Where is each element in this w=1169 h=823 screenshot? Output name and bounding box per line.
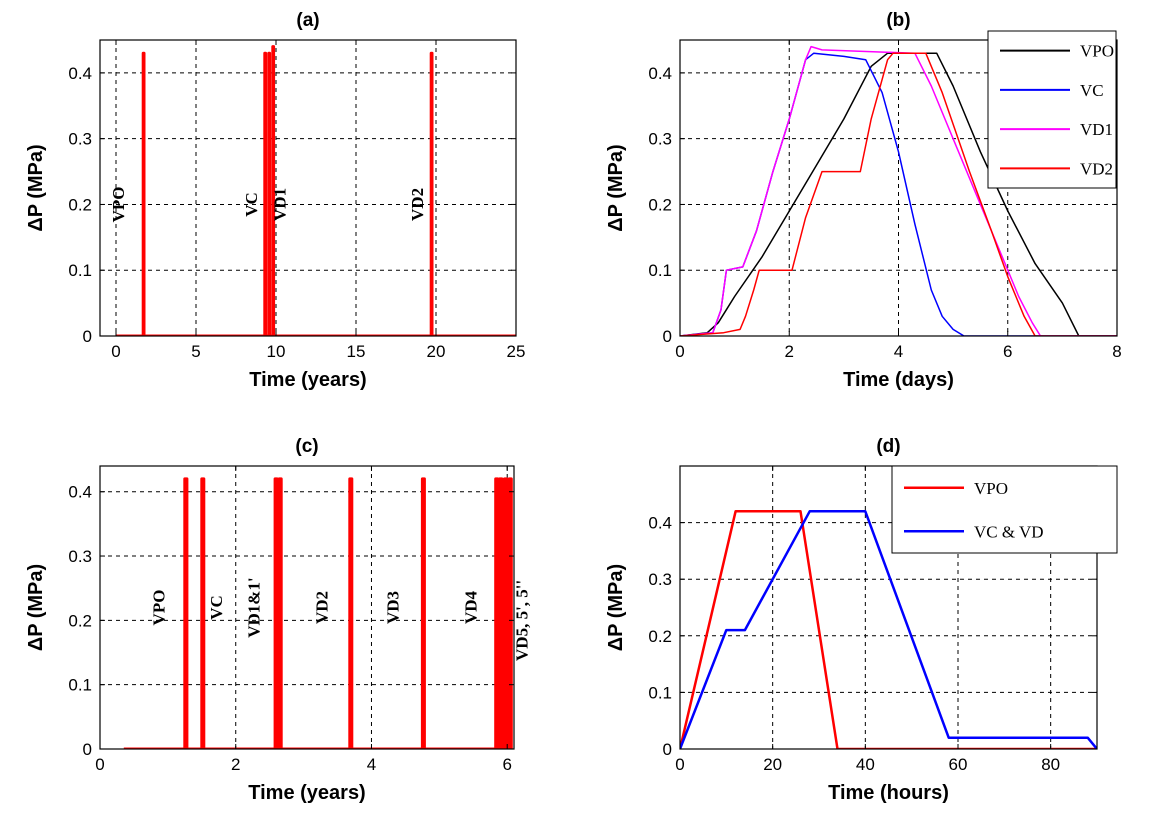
y-axis-label: ΔP (MPa): [25, 144, 47, 231]
x-tick-label: 8: [1112, 342, 1121, 361]
legend: VPO VC & VD: [891, 465, 1118, 554]
x-tick-label: 40: [856, 755, 875, 774]
y-tick-label: 0.2: [68, 195, 92, 214]
y-tick-label: 0.1: [68, 261, 92, 280]
axes-frame: [99, 465, 515, 750]
legend-label: VPO: [974, 479, 1008, 498]
legend-label: VPO: [1080, 42, 1114, 61]
x-tick-label: 20: [763, 755, 782, 774]
series-line-0: [123, 477, 513, 749]
y-tick-label: 0.2: [648, 195, 672, 214]
series-line-vpo: [680, 52, 1117, 336]
x-tick-label: 60: [949, 755, 968, 774]
panel-b: 0 2 4 6 8 0 0.1 0.2 0.3 0.4 (b) Time (days) ΔP (MPa)…: [605, 10, 1122, 391]
event-annotation: VD3: [384, 591, 403, 624]
panel-c: 0 2 4 6 0 0.1 0.2 0.3 0.4 (c) Time (years) ΔP (MPa)…: [25, 436, 532, 804]
event-annotation: VD2: [408, 188, 427, 221]
y-tick-label: 0.2: [68, 611, 92, 630]
y-tick-label: 0: [83, 740, 92, 759]
panel-a: 0 5 10 15 20 25 0 0.1 0.2 0.3 0.4 (a) Time (years) ΔP…: [25, 10, 525, 391]
series-line-0: [116, 45, 516, 336]
y-tick-label: 0.1: [648, 261, 672, 280]
y-tick-label: 0.4: [648, 514, 672, 533]
chart-title: (d): [876, 436, 900, 457]
y-tick-label: 0.2: [648, 627, 672, 646]
legend-label: VD1: [1080, 120, 1113, 139]
plot-area: [100, 466, 514, 749]
plot-area: [100, 40, 516, 336]
y-tick-label: 0: [663, 740, 672, 759]
x-tick-label: 0: [95, 755, 104, 774]
series-line-vpo: [680, 510, 1097, 749]
event-annotation: VPO: [109, 186, 128, 222]
legend-label: VC & VD: [974, 522, 1044, 541]
y-tick-label: 0.1: [68, 676, 92, 695]
legend-label: VC: [1080, 81, 1104, 100]
x-tick-label: 2: [785, 342, 794, 361]
x-tick-label: 15: [347, 342, 366, 361]
y-tick-label: 0.4: [648, 64, 672, 83]
axes-frame: [99, 39, 517, 337]
legend-box: [891, 465, 1118, 554]
x-tick-label: 0: [675, 342, 684, 361]
y-tick-label: 0: [663, 327, 672, 346]
event-annotation: VD1&1': [244, 577, 263, 637]
y-axis-label: ΔP (MPa): [25, 564, 47, 651]
y-tick-label: 0.4: [68, 64, 92, 83]
x-axis-label: Time (days): [843, 369, 954, 391]
chart-title: (b): [886, 10, 910, 31]
y-axis-label: ΔP (MPa): [605, 144, 627, 231]
x-axis-label: Time (hours): [828, 782, 949, 804]
x-tick-label: 80: [1041, 755, 1060, 774]
y-axis-label: ΔP (MPa): [605, 564, 627, 651]
event-annotation: VD4: [462, 590, 481, 624]
series-line-vd1: [680, 45, 1117, 336]
x-tick-label: 6: [502, 755, 511, 774]
event-annotation: VD1: [271, 188, 290, 221]
legend: VPO VC VD1 VD2: [987, 30, 1117, 189]
y-tick-label: 0.3: [68, 130, 92, 149]
x-tick-label: 25: [507, 342, 526, 361]
y-tick-label: 0.3: [68, 547, 92, 566]
y-tick-label: 0: [83, 327, 92, 346]
x-tick-label: 5: [191, 342, 200, 361]
x-tick-label: 0: [111, 342, 120, 361]
y-tick-label: 0.1: [648, 683, 672, 702]
event-annotation: VD2: [312, 591, 331, 624]
series-line-vc-vd: [680, 510, 1097, 749]
legend-label: VD2: [1080, 159, 1113, 178]
axes-frame: [679, 465, 1098, 750]
x-tick-label: 4: [367, 755, 376, 774]
y-tick-label: 0.3: [648, 570, 672, 589]
x-axis-label: Time (years): [249, 369, 366, 391]
event-annotation: VC: [207, 595, 226, 620]
x-tick-label: 2: [231, 755, 240, 774]
x-tick-label: 4: [894, 342, 903, 361]
panel-d: 0 20 40 60 80 0 0.1 0.2 0.3 0.4 (d) Time (hours) ΔP …: [605, 436, 1118, 804]
event-annotation: VPO: [149, 590, 168, 626]
x-tick-label: 10: [267, 342, 286, 361]
x-tick-label: 0: [675, 755, 684, 774]
y-tick-label: 0.4: [68, 483, 92, 502]
chart-title: (a): [296, 10, 319, 31]
x-tick-label: 20: [427, 342, 446, 361]
y-tick-label: 0.3: [648, 130, 672, 149]
legend-box: [987, 30, 1117, 189]
chart-title: (c): [295, 436, 318, 457]
series-line-vd2: [680, 52, 1117, 336]
x-tick-label: 6: [1003, 342, 1012, 361]
event-annotation: VC: [242, 192, 261, 217]
event-annotation: VD5, 5', 5'': [513, 580, 532, 661]
x-axis-label: Time (years): [248, 782, 365, 804]
